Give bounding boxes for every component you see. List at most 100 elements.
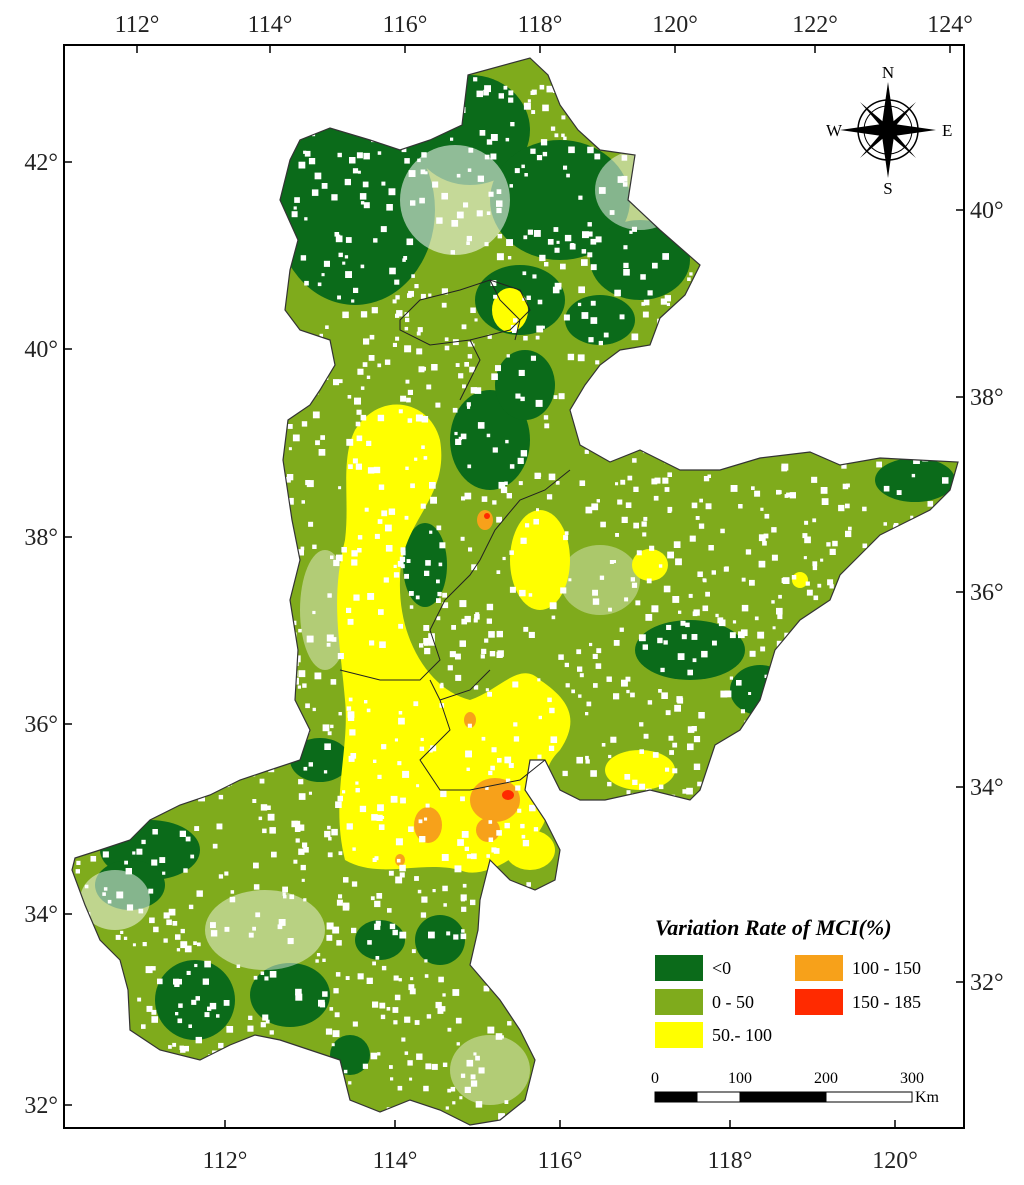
speckle-cell xyxy=(698,944,706,952)
speckle-cell xyxy=(95,753,103,761)
speckle-cell xyxy=(162,579,167,584)
speckle-cell xyxy=(370,896,375,901)
legend: Variation Rate of MCI(%) <0 0 - 50 50.- … xyxy=(655,915,921,1048)
speckle-cell xyxy=(460,1073,466,1078)
speckle-cell xyxy=(908,792,915,798)
speckle-cell xyxy=(836,684,843,691)
speckle-cell xyxy=(697,571,703,577)
speckle-cell xyxy=(778,594,782,599)
speckle-cell xyxy=(790,983,796,989)
speckle-cell xyxy=(924,529,930,534)
speckle-cell xyxy=(949,171,953,176)
speckle-cell xyxy=(338,712,342,716)
speckle-cell xyxy=(394,279,400,285)
speckle-cell xyxy=(442,993,446,997)
speckle-cell xyxy=(918,1110,923,1115)
speckle-cell xyxy=(184,693,191,700)
speckle-cell xyxy=(348,755,355,762)
speckle-cell xyxy=(288,1063,295,1069)
speckle-cell xyxy=(699,225,704,229)
speckle-cell xyxy=(555,480,560,485)
speckle-cell xyxy=(135,225,141,231)
speckle-cell xyxy=(252,129,258,136)
speckle-cell xyxy=(122,995,125,999)
speckle-cell xyxy=(293,859,298,864)
speckle-cell xyxy=(873,1057,877,1061)
speckle-cell xyxy=(781,465,788,472)
speckle-cell xyxy=(423,638,430,645)
speckle-cell xyxy=(945,584,951,590)
speckle-cell xyxy=(281,506,288,513)
speckle-cell xyxy=(416,784,420,788)
speckle-cell xyxy=(88,509,93,514)
speckle-cell xyxy=(476,210,483,217)
speckle-cell xyxy=(793,886,797,890)
speckle-cell xyxy=(879,574,883,578)
speckle-cell xyxy=(409,988,416,995)
speckle-cell xyxy=(480,654,485,659)
speckle-cell xyxy=(594,153,601,160)
speckle-cell xyxy=(741,577,746,582)
speckle-cell xyxy=(686,386,693,394)
speckle-cell xyxy=(727,356,732,361)
speckle-cell xyxy=(495,935,500,941)
speckle-cell xyxy=(770,126,775,131)
speckle-cell xyxy=(640,65,645,71)
speckle-cell xyxy=(873,904,879,910)
speckle-cell xyxy=(902,792,908,798)
speckle-cell xyxy=(621,155,628,161)
speckle-cell xyxy=(379,641,386,648)
speckle-cell xyxy=(481,736,486,741)
speckle-cell xyxy=(216,695,223,701)
speckle-cell xyxy=(75,327,81,333)
speckle-cell xyxy=(345,237,352,243)
speckle-cell xyxy=(342,790,346,794)
speckle-cell xyxy=(240,533,247,540)
speckle-cell xyxy=(916,617,924,624)
speckle-cell xyxy=(748,957,752,961)
speckle-cell xyxy=(452,407,458,413)
speckle-cell xyxy=(829,548,836,555)
speckle-cell xyxy=(429,530,433,534)
speckle-cell xyxy=(508,763,514,768)
speckle-cell xyxy=(170,451,175,456)
speckle-cell xyxy=(126,702,130,706)
speckle-cell xyxy=(887,829,891,833)
speckle-cell xyxy=(538,715,542,720)
speckle-cell xyxy=(374,856,379,861)
legend-label-3: 100 - 150 xyxy=(852,958,921,978)
speckle-cell xyxy=(553,395,558,399)
speckle-cell xyxy=(373,466,381,474)
speckle-cell xyxy=(302,72,307,78)
speckle-cell xyxy=(207,1006,212,1011)
speckle-cell xyxy=(256,616,262,621)
speckle-cell xyxy=(324,830,331,838)
speckle-cell xyxy=(950,771,954,776)
speckle-cell xyxy=(357,368,364,375)
speckle-cell xyxy=(479,130,486,136)
speckle-cell xyxy=(740,401,747,408)
speckle-cell xyxy=(915,937,922,943)
speckle-cell xyxy=(560,806,568,813)
speckle-cell xyxy=(775,1120,781,1125)
speckle-cell xyxy=(278,919,286,926)
speckle-cell xyxy=(840,1045,844,1049)
speckle-cell xyxy=(950,506,957,513)
speckle-cell xyxy=(916,312,922,318)
speckle-cell xyxy=(99,58,105,64)
speckle-cell xyxy=(895,402,899,406)
speckle-cell xyxy=(777,614,783,620)
speckle-cell xyxy=(330,724,334,729)
speckle-cell xyxy=(79,690,84,695)
speckle-cell xyxy=(371,814,378,821)
speckle-cell xyxy=(424,974,429,978)
speckle-cell xyxy=(308,365,315,372)
speckle-cell xyxy=(107,324,114,331)
speckle-cell xyxy=(269,320,275,326)
speckle-cell xyxy=(237,122,243,128)
speckle-cell xyxy=(691,322,695,327)
speckle-cell xyxy=(596,975,601,980)
speckle-cell xyxy=(200,641,208,649)
speckle-cell xyxy=(642,907,649,914)
speckle-cell xyxy=(73,606,78,611)
